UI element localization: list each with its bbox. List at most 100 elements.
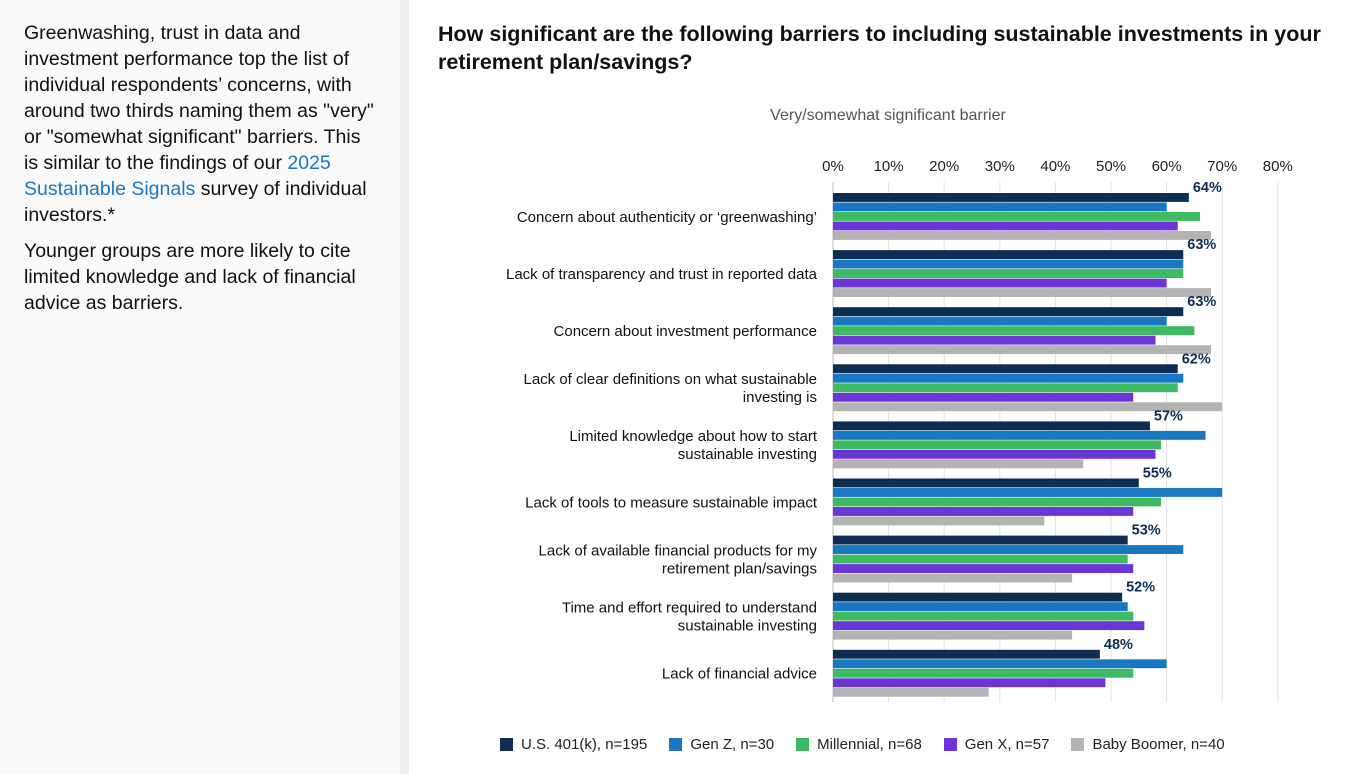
category-label: Limited knowledge about how to start xyxy=(569,428,817,445)
category-label: Lack of tools to measure sustainable imp… xyxy=(525,494,818,511)
bar-u-s-401-k xyxy=(833,649,1100,659)
bar-gen-z xyxy=(833,602,1128,612)
panel-divider xyxy=(400,0,409,774)
bar-value-label: 48% xyxy=(1104,637,1133,653)
legend-label: Millennial, n=68 xyxy=(817,735,922,753)
bar-baby-boomer xyxy=(833,459,1084,469)
bar-baby-boomer xyxy=(833,231,1212,240)
bar-u-s-401-k xyxy=(833,592,1123,602)
bar-value-label: 52% xyxy=(1126,580,1155,596)
x-tick-label: 0% xyxy=(822,158,844,175)
legend-label: Gen X, n=57 xyxy=(964,735,1050,753)
intro-text: Greenwashing, trust in data and investme… xyxy=(24,20,376,326)
bar-gen-z xyxy=(833,259,1184,269)
legend-item: Millennial, n=68 xyxy=(796,736,922,753)
bar-gen-x xyxy=(833,507,1134,516)
bar-millennial xyxy=(833,326,1195,336)
bar-gen-x xyxy=(833,449,1156,459)
left-panel: Greenwashing, trust in data and investme… xyxy=(0,0,400,774)
category-label: Lack of transparency and trust in report… xyxy=(506,266,818,283)
legend-swatch xyxy=(1071,737,1085,751)
bar-value-label: 63% xyxy=(1187,237,1216,253)
chart-subtitle: Very/somewhat significant barrier xyxy=(770,107,1006,124)
bar-gen-x xyxy=(833,564,1134,573)
x-tick-label: 30% xyxy=(985,158,1015,175)
legend-swatch xyxy=(943,737,957,751)
bar-baby-boomer xyxy=(833,516,1045,526)
bar-millennial xyxy=(833,668,1134,678)
bar-value-label: 63% xyxy=(1187,294,1216,310)
bar-u-s-401-k xyxy=(833,193,1189,202)
bar-gen-z xyxy=(833,316,1167,326)
legend-item: Gen X, n=57 xyxy=(943,735,1050,753)
bar-millennial xyxy=(833,497,1162,507)
bar-gen-z xyxy=(833,202,1167,212)
bar-value-label: 62% xyxy=(1182,351,1211,367)
bar-baby-boomer xyxy=(833,573,1073,583)
bar-millennial xyxy=(833,212,1200,221)
bar-u-s-401-k xyxy=(833,478,1139,488)
bar-gen-x xyxy=(833,621,1145,631)
intro-paragraph-1: Greenwashing, trust in data and investme… xyxy=(24,20,376,228)
bar-gen-z xyxy=(833,488,1223,497)
legend-label: Gen Z, n=30 xyxy=(690,735,775,753)
bar-u-s-401-k xyxy=(833,307,1184,317)
intro-text-after-link: survey of individual investors.* xyxy=(24,178,367,226)
bar-baby-boomer xyxy=(833,630,1073,640)
x-tick-label: 10% xyxy=(874,158,904,175)
intro-text-before-link: Greenwashing, trust in data and investme… xyxy=(24,22,374,174)
category-label: investing is xyxy=(743,389,817,406)
bar-gen-z xyxy=(833,659,1167,669)
legend-item: Baby Boomer, n=40 xyxy=(1071,735,1225,753)
chart-title: How significant are the following barrie… xyxy=(438,22,1321,74)
bar-millennial xyxy=(833,611,1134,621)
bar-baby-boomer xyxy=(833,288,1212,297)
legend-item: U.S. 401(k), n=195 xyxy=(500,736,647,753)
category-label: sustainable investing xyxy=(678,617,817,634)
chart-legend: U.S. 401(k), n=195 Gen Z, n=30 Millennial,… xyxy=(500,734,1247,754)
bar-u-s-401-k xyxy=(833,364,1178,374)
bar-gen-x xyxy=(833,221,1178,231)
bar-gen-x xyxy=(833,278,1167,288)
bar-gen-x xyxy=(833,678,1106,688)
category-label: Time and effort required to understand xyxy=(562,599,817,616)
bar-millennial xyxy=(833,554,1128,564)
bar-gen-z xyxy=(833,430,1206,440)
bar-baby-boomer xyxy=(833,402,1223,412)
bar-millennial xyxy=(833,383,1178,393)
x-tick-label: 80% xyxy=(1263,158,1293,175)
sustainable-signals-link[interactable]: 2025 Sustainable Signals xyxy=(24,152,331,200)
bar-millennial xyxy=(833,269,1184,278)
bar-gen-x xyxy=(833,335,1156,345)
x-tick-label: 20% xyxy=(929,158,959,175)
category-label: sustainable investing xyxy=(678,446,817,463)
category-label: Lack of available financial products for… xyxy=(539,542,818,559)
legend-item: Gen Z, n=30 xyxy=(669,736,774,753)
category-label: Lack of financial advice xyxy=(662,666,817,683)
bar-millennial xyxy=(833,440,1162,450)
bar-value-label: 55% xyxy=(1143,466,1172,482)
bar-value-label: 64% xyxy=(1193,180,1222,196)
intro-paragraph-2: Younger groups are more likely to cite l… xyxy=(24,240,356,314)
legend-swatch xyxy=(500,737,513,751)
bar-value-label: 53% xyxy=(1132,523,1161,539)
bar-gen-x xyxy=(833,392,1134,402)
category-label: Concern about authenticity or ‘greenwash… xyxy=(517,209,817,226)
bar-baby-boomer xyxy=(833,687,989,697)
x-tick-label: 50% xyxy=(1096,158,1126,175)
bar-u-s-401-k xyxy=(833,250,1184,259)
legend-label: U.S. 401(k), n=195 xyxy=(521,735,648,753)
legend-label: Baby Boomer, n=40 xyxy=(1092,735,1225,753)
legend-swatch xyxy=(796,737,810,751)
x-tick-label: 40% xyxy=(1040,158,1070,175)
category-label: retirement plan/savings xyxy=(662,560,817,577)
legend-swatch xyxy=(669,737,683,751)
bar-value-label: 57% xyxy=(1154,408,1183,424)
x-tick-label: 60% xyxy=(1152,158,1182,175)
category-label: Concern about investment performance xyxy=(554,323,817,340)
x-tick-label: 70% xyxy=(1207,158,1237,175)
category-label: Lack of clear definitions on what sustai… xyxy=(523,371,817,388)
bar-u-s-401-k xyxy=(833,535,1128,545)
bar-baby-boomer xyxy=(833,345,1212,355)
